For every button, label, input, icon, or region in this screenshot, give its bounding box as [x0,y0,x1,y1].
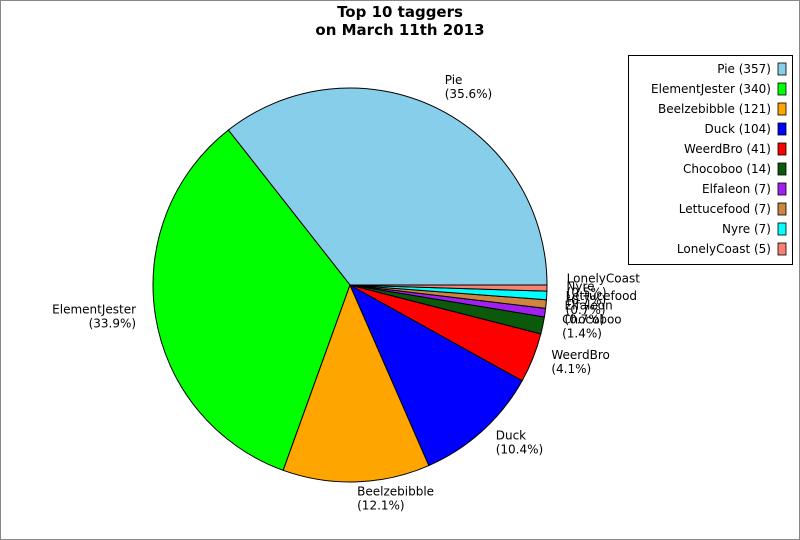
legend-label: Lettucefood (7) [679,202,771,216]
legend-swatch [777,142,787,156]
slice-percent: (0.7%) [566,303,606,317]
slice-label: Duck [496,428,526,442]
slice-percent: (0.5%) [567,285,607,299]
slice-label: Lettucefood [566,289,637,303]
slice-percent: (12.1%) [357,499,404,513]
slice-label: LonelyCoast [567,271,641,285]
slice-label: ElementJester [52,302,136,316]
legend-swatch [777,62,787,76]
slice-label: Pie [445,73,463,87]
legend-swatch [777,162,787,176]
pie-slice [349,284,548,292]
legend-label: Pie (357) [717,62,771,76]
slice-percent: (0.7%) [565,312,605,326]
slice-percent: (35.6%) [445,87,492,101]
legend-label: Chocoboo (14) [683,162,771,176]
legend-swatch [777,82,787,96]
chart-subtitle: on March 11th 2013 [315,21,484,39]
legend-label: Elfaleon (7) [702,182,771,196]
slice-label: Beelzebibble [357,485,434,499]
pie-slice [348,283,523,467]
legend-swatch [777,242,787,256]
chart-title: Top 10 taggers [337,3,463,21]
legend-swatch [777,102,787,116]
legend-swatch [777,222,787,236]
pie-slice [282,283,430,483]
legend-label: WeerdBro (41) [684,142,771,156]
slice-percent: (0.7%) [566,294,606,308]
legend-label: Beelzebibble (121) [658,102,771,116]
legend-swatch [777,202,787,216]
slice-percent: (33.9%) [89,316,136,330]
pie-slice [152,129,351,471]
legend-swatch [777,182,787,196]
slice-percent: (4.1%) [551,362,591,376]
legend-box [628,55,793,265]
legend-label: Nyre (7) [722,222,771,236]
pie-slice [227,87,548,286]
slice-percent: (10.4%) [496,442,543,456]
slice-label: Chocoboo [562,312,622,326]
legend-label: ElementJester (340) [651,82,771,96]
slice-percent: (1.4%) [562,326,602,340]
slice-label: Elfaleon [565,298,613,312]
legend-swatch [777,122,787,136]
slice-label: WeerdBro [551,348,610,362]
legend-label: Duck (104) [705,122,771,136]
legend-label: LonelyCoast (5) [677,242,771,256]
slice-label: Nyre [566,280,594,294]
